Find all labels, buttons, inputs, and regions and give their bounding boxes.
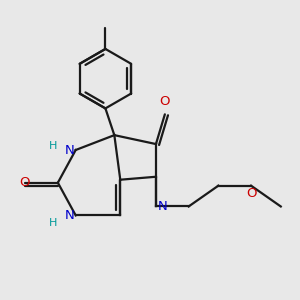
Text: O: O [19, 176, 30, 189]
Text: N: N [158, 200, 167, 213]
Text: H: H [49, 140, 58, 151]
Text: O: O [246, 187, 256, 200]
Text: H: H [49, 218, 58, 228]
Text: N: N [64, 143, 74, 157]
Text: N: N [64, 209, 74, 222]
Text: O: O [160, 95, 170, 108]
